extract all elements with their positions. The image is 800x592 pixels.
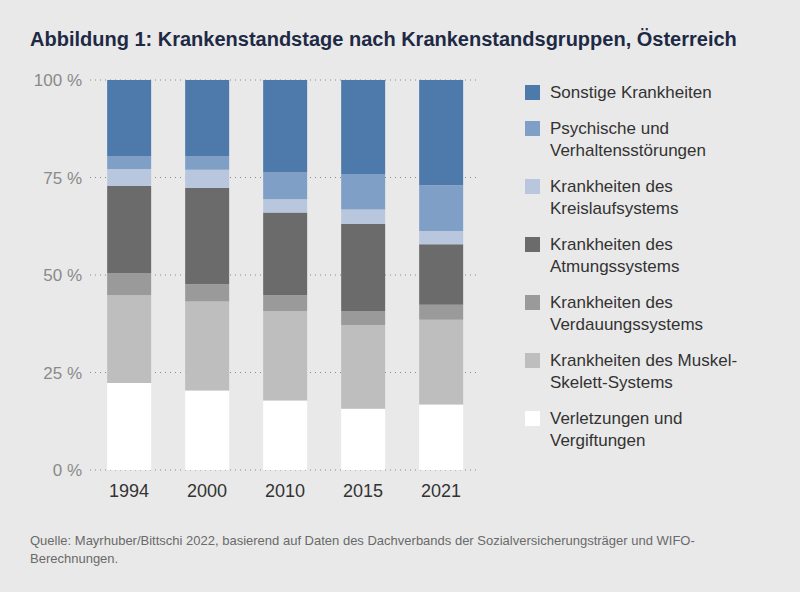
svg-text:2000: 2000	[187, 481, 227, 501]
html-text:Krankheiten des Kreislaufsyste: Krankheiten des Kreislaufsystems	[550, 177, 679, 218]
html-text:Krankheiten des Muskel-Skelett: Krankheiten des Muskel-Skelett-Systems	[550, 351, 738, 392]
svg-text:0 %: 0 %	[53, 461, 82, 480]
html-text:Sonstige Krankheiten: Sonstige Krankheiten	[550, 83, 712, 102]
svg-text:2015: 2015	[343, 481, 383, 501]
html-text:Psychische und Verhaltensstöru: Psychische und Verhaltensstörungen	[550, 119, 706, 160]
svg-text:2010: 2010	[265, 481, 305, 501]
svg-text:25 %: 25 %	[43, 364, 82, 383]
html-text:Krankheiten des Verdauungssyst: Krankheiten des Verdauungssystems	[550, 293, 704, 334]
svg-text:100 %: 100 %	[34, 71, 82, 90]
svg-text:2021: 2021	[421, 481, 461, 501]
svg-text:50 %: 50 %	[43, 266, 82, 285]
html-text:Quelle: Mayrhuber/Bittschi 202: Quelle: Mayrhuber/Bittschi 2022, basiere…	[30, 533, 695, 566]
svg-text:1994: 1994	[109, 481, 149, 501]
html-text:Abbildung 1: Krankenstandstage: Abbildung 1: Krankenstandstage nach Kran…	[30, 28, 737, 50]
svg-text:75 %: 75 %	[43, 169, 82, 188]
html-text:Krankheiten des Atmungssystems: Krankheiten des Atmungssystems	[550, 235, 680, 276]
html-text:Verletzungen und Vergiftungen: Verletzungen und Vergiftungen	[550, 409, 683, 450]
